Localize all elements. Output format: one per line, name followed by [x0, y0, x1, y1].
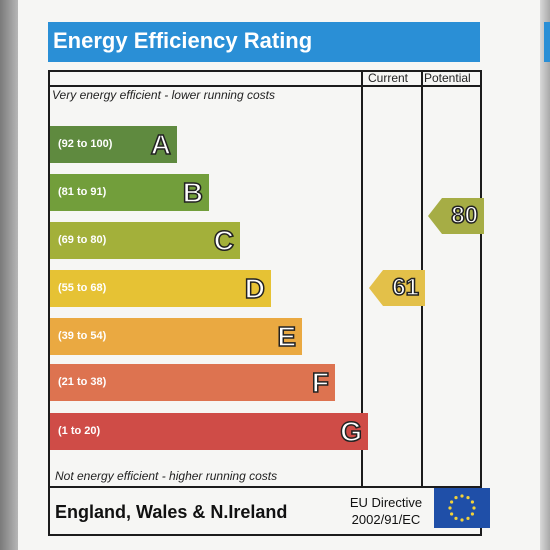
band-letter: F: [311, 366, 330, 399]
band-range: (39 to 54): [58, 330, 107, 342]
band-f: (21 to 38) F: [50, 364, 335, 401]
rating-frame: [48, 70, 482, 536]
band-range: (92 to 100): [58, 138, 113, 150]
eu-directive: EU Directive 2002/91/EC: [346, 494, 426, 528]
band-range: (81 to 91): [58, 186, 107, 198]
current-column-divider: [361, 70, 363, 486]
background-edge-right: [540, 0, 550, 550]
background-edge-left: [0, 0, 20, 550]
band-b: (81 to 91) B: [50, 174, 209, 211]
band-range: (1 to 20): [58, 425, 101, 437]
bottom-note: Not energy efficient - higher running co…: [55, 469, 278, 483]
footer-region: England, Wales & N.Ireland: [55, 502, 288, 522]
band-range: (21 to 38): [58, 376, 107, 388]
header-divider: [48, 85, 482, 87]
band-letter: C: [213, 224, 235, 257]
band-d: (55 to 68) D: [50, 270, 271, 307]
potential-column-header: Potential: [424, 71, 471, 85]
adjacent-title-strip: [544, 22, 550, 62]
potential-rating-value: 80: [451, 201, 479, 230]
band-range: (55 to 68): [58, 282, 107, 294]
footer-divider: [48, 486, 482, 488]
eu-directive-line2: 2002/91/EC: [351, 512, 421, 527]
band-letter: B: [182, 176, 204, 209]
current-rating-value: 61: [392, 273, 420, 302]
band-letter: A: [150, 128, 172, 161]
title-bar: Energy Efficiency Rating: [48, 22, 480, 62]
band-a: (92 to 100) A: [50, 126, 177, 163]
eu-directive-line1: EU Directive: [349, 495, 423, 510]
potential-rating-arrow: 80: [428, 198, 484, 234]
band-range: (69 to 80): [58, 234, 107, 246]
band-c: (69 to 80) C: [50, 222, 240, 259]
page-title: Energy Efficiency Rating: [53, 28, 313, 53]
top-note: Very energy efficient - lower running co…: [52, 88, 275, 102]
band-letter: D: [244, 272, 266, 305]
band-g: (1 to 20) G: [50, 413, 368, 450]
current-rating-arrow: 61: [369, 270, 425, 306]
current-column-header: Current: [368, 71, 409, 85]
eu-flag-icon: [434, 488, 490, 528]
band-letter: E: [277, 320, 297, 353]
band-e: (39 to 54) E: [50, 318, 302, 355]
band-letter: G: [339, 415, 362, 448]
